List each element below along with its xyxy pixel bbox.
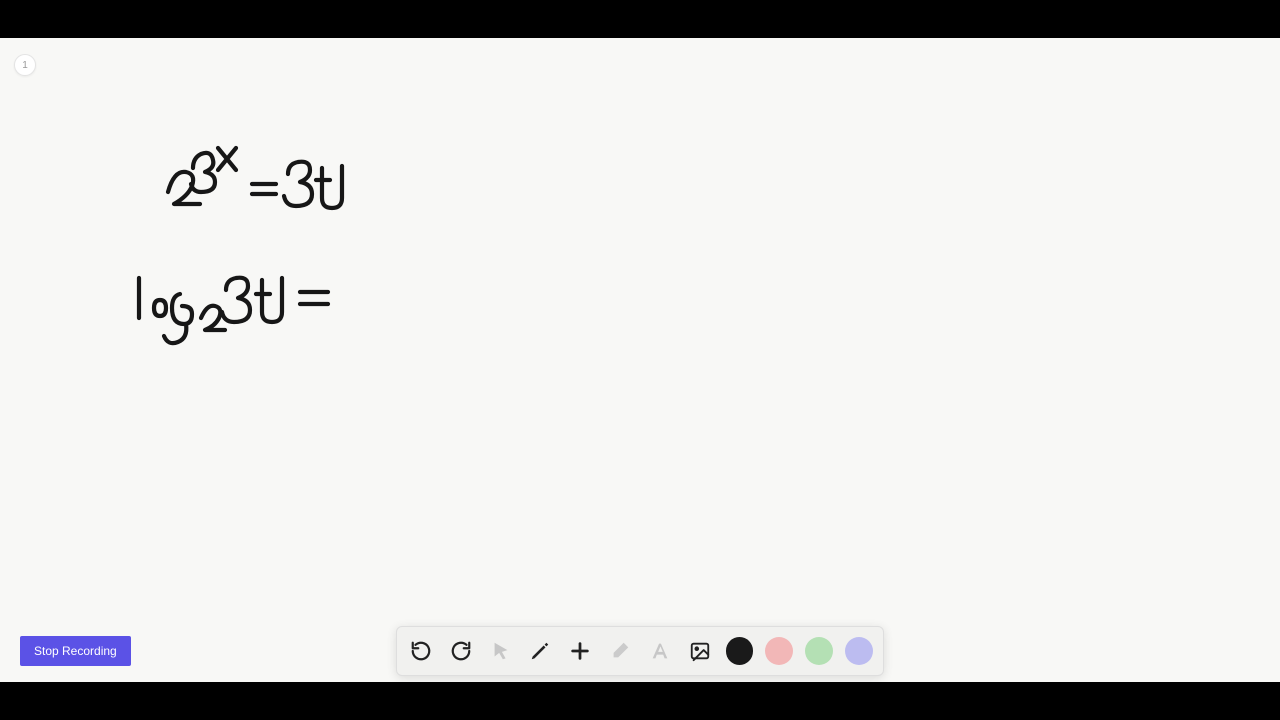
color-pink-swatch[interactable] xyxy=(765,637,793,665)
image-icon xyxy=(689,640,711,662)
image-tool[interactable] xyxy=(686,637,714,665)
eraser-tool[interactable] xyxy=(606,637,634,665)
undo-tool[interactable] xyxy=(407,637,435,665)
pointer-icon xyxy=(490,640,512,662)
redo-icon xyxy=(450,640,472,662)
color-black-swatch[interactable] xyxy=(726,637,754,665)
color-purple-swatch[interactable] xyxy=(845,637,873,665)
app-frame: 1 Stop Recording xyxy=(0,0,1280,720)
stop-recording-button[interactable]: Stop Recording xyxy=(20,636,131,666)
add-tool[interactable] xyxy=(566,637,594,665)
redo-tool[interactable] xyxy=(447,637,475,665)
pointer-tool[interactable] xyxy=(487,637,515,665)
eraser-icon xyxy=(609,640,631,662)
undo-icon xyxy=(410,640,432,662)
text-tool[interactable] xyxy=(646,637,674,665)
drawing-toolbar xyxy=(396,626,884,676)
pen-icon xyxy=(529,640,551,662)
stop-recording-label: Stop Recording xyxy=(34,644,117,658)
pen-tool[interactable] xyxy=(526,637,554,665)
text-icon xyxy=(649,640,671,662)
add-icon xyxy=(569,640,591,662)
color-green-swatch[interactable] xyxy=(805,637,833,665)
handwriting-layer xyxy=(0,0,1280,720)
